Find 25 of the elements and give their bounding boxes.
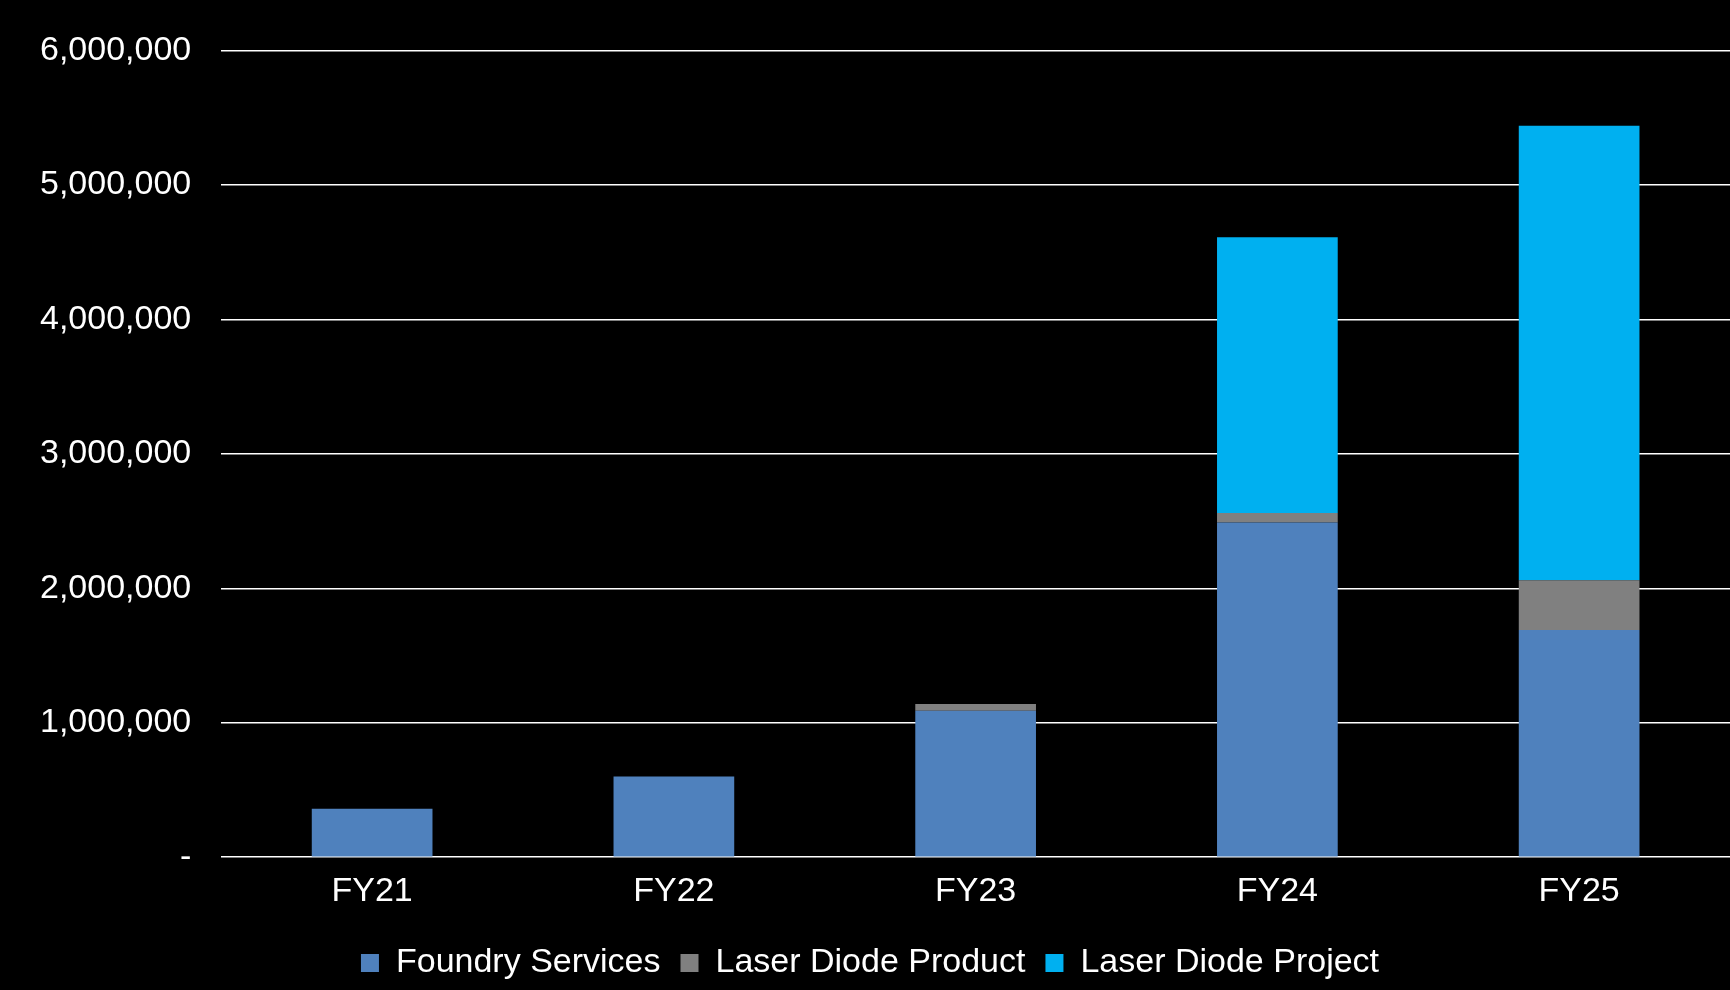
x-tick-label: FY23 — [935, 869, 1017, 908]
bar — [1217, 237, 1338, 513]
x-tick-label: FY24 — [1236, 869, 1319, 908]
y-tick-label: 3,000,000 — [39, 432, 192, 471]
y-tick-label: 2,000,000 — [39, 566, 192, 605]
y-tick-label: 4,000,000 — [39, 297, 192, 336]
legend-label: Laser Diode Product — [715, 941, 1026, 980]
bar — [1217, 512, 1338, 523]
bar — [311, 808, 433, 857]
bar — [1518, 629, 1640, 857]
y-tick-label: - — [179, 835, 192, 874]
bar — [915, 710, 1036, 857]
x-tick-label: FY22 — [633, 869, 715, 908]
bar — [1518, 580, 1640, 630]
y-tick-label: 6,000,000 — [39, 28, 192, 67]
x-tick-label: FY25 — [1538, 869, 1620, 908]
bar — [1217, 522, 1338, 857]
y-tick-label: 5,000,000 — [39, 163, 192, 202]
legend-label: Foundry Services — [395, 941, 661, 980]
bar — [613, 776, 735, 857]
bar — [915, 703, 1036, 711]
legend-label: Laser Diode Project — [1080, 941, 1380, 980]
bar — [1518, 125, 1640, 581]
x-tick-label: FY21 — [331, 869, 413, 908]
y-tick-label: 1,000,000 — [39, 701, 192, 740]
